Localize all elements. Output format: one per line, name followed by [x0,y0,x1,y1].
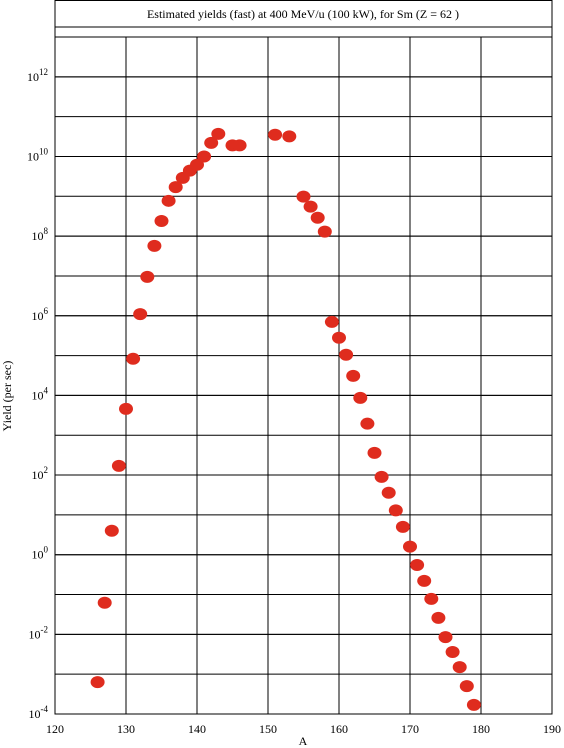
y-tick-exponent: 12 [39,67,48,77]
point [395,520,410,533]
point [147,239,162,252]
point [161,194,176,207]
point [119,402,133,415]
y-tick-base: 10 [32,229,44,243]
y-tick-label: 1010 [27,146,49,163]
point [232,139,247,152]
point [410,559,425,572]
y-tick-exponent: 4 [44,385,49,395]
point [332,331,346,344]
point [353,391,368,404]
y-axis-label: Yield (per sec) [0,361,14,432]
point [97,596,112,609]
point [339,348,354,361]
y-tick-label: 10-4 [29,704,49,721]
point [374,470,389,483]
y-tick-label: 104 [32,385,49,402]
x-axis-label: A [299,734,308,748]
point [431,611,446,624]
y-tick-label: 108 [32,226,49,243]
y-tick-base: 10 [32,548,44,562]
point [360,417,375,430]
point [154,214,169,227]
x-tick-label: 130 [117,722,135,736]
y-tick-base: 10 [29,627,41,641]
chart-title: Estimated yields (fast) at 400 MeV/u (10… [147,7,459,21]
point [388,504,403,517]
point [296,190,311,203]
y-tick-base: 10 [29,707,41,721]
x-tick-label: 120 [46,722,64,736]
x-tick-label: 160 [330,722,348,736]
y-tick-exponent: 8 [44,226,49,236]
y-tick-label: 10-2 [29,624,49,641]
x-tick-label: 150 [259,722,277,736]
y-tick-exponent: 6 [44,306,49,316]
y-tick-exponent: 2 [44,465,49,475]
x-tick-label: 170 [401,722,419,736]
y-tick-exponent: -4 [41,704,49,714]
y-tick-exponent: 0 [44,545,49,555]
point [197,150,212,163]
y-tick-label: 1012 [27,67,48,84]
y-tick-label: 102 [32,465,49,482]
point [133,308,148,321]
point [466,698,481,711]
point [310,211,325,224]
y-tick-label: 106 [32,306,49,323]
y-tick-base: 10 [32,388,44,402]
point [111,459,126,472]
point [424,592,439,605]
y-tick-exponent: 10 [39,146,49,156]
point [126,352,141,365]
point [367,446,382,459]
point [282,130,297,143]
point [403,540,417,553]
y-tick-base: 10 [27,70,39,84]
x-tick-label: 180 [472,722,490,736]
point [204,136,219,149]
point [346,369,361,382]
point [303,200,318,213]
y-tick-base: 10 [27,149,39,163]
y-tick-exponent: -2 [41,624,49,634]
point [445,646,460,659]
point [438,631,453,644]
x-tick-label: 190 [543,722,561,736]
x-tick-label: 140 [188,722,206,736]
y-tick-label: 100 [32,545,49,562]
point [140,270,155,283]
y-tick-base: 10 [32,309,44,323]
point [417,574,432,587]
y-tick-base: 10 [32,468,44,482]
point [459,680,474,693]
point [268,128,283,141]
point [317,225,332,238]
point [211,127,226,140]
point [104,524,119,537]
point [168,181,183,194]
point [324,315,339,328]
point [90,676,105,689]
point [452,661,467,674]
point [190,158,204,171]
point [381,486,396,499]
